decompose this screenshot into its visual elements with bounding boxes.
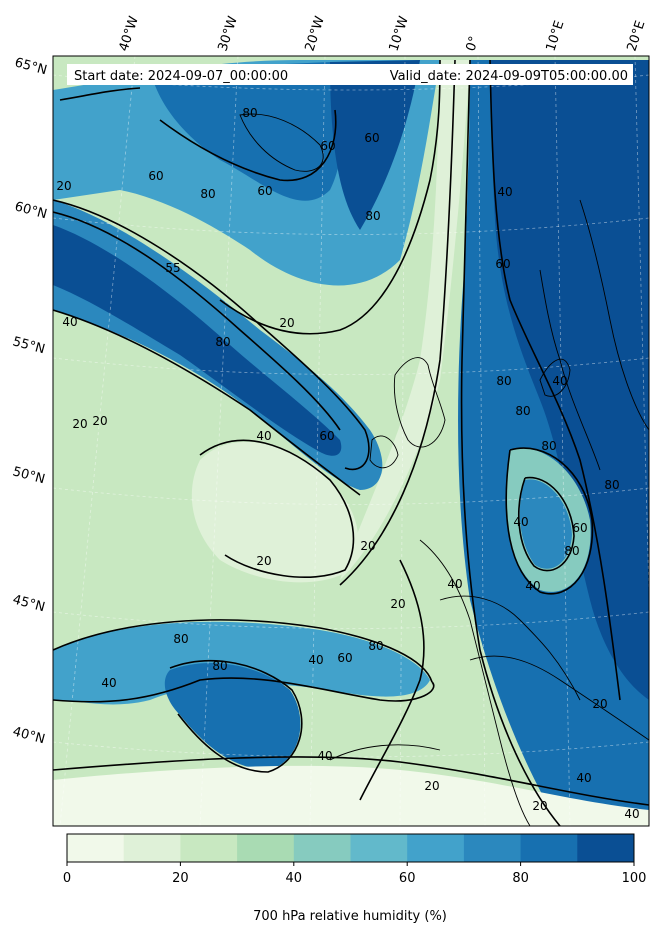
lat-label-50n: 50°N [11, 464, 47, 487]
contour-label: 20 [56, 179, 71, 193]
contour-label: 60 [495, 257, 510, 271]
contour-label: 80 [368, 639, 383, 653]
dry-region-channel [340, 60, 470, 580]
moist-core-east [519, 479, 572, 569]
colorbar-segment [180, 834, 238, 862]
contour-label: 40 [513, 515, 528, 529]
lat-label-60n: 60°N [13, 199, 49, 222]
contour-label: 20 [532, 799, 547, 813]
contour-label: 80 [215, 335, 230, 349]
colorbar [67, 834, 635, 862]
lon-label-20e: 20°E [625, 19, 649, 53]
lon-label-10w: 10°W [387, 14, 412, 53]
contour-label: 40 [308, 653, 323, 667]
contour-label: 80 [604, 478, 619, 492]
colorbar-ticks: 0 20 40 60 80 100 [63, 862, 647, 886]
contour-label: 60 [364, 131, 379, 145]
start-date-label: Start date: 2024-09-07_00:00:00 [74, 69, 288, 84]
contour-label: 40 [317, 749, 332, 763]
colorbar-tick-label: 40 [286, 871, 303, 886]
colorbar-segment [67, 834, 125, 862]
contour-labels: 20 60 80 60 60 80 60 40 80 60 20 55 40 20 80 60 20 40 20 80… [56, 106, 639, 821]
colorbar-label: 700 hPa relative humidity (%) [253, 909, 447, 924]
contour-label: 20 [360, 539, 375, 553]
very-moist-region-north-2 [330, 60, 420, 230]
colorbar-segment [123, 834, 181, 862]
colorbar-tick-label: 0 [63, 871, 71, 886]
contour-label: 80 [242, 106, 257, 120]
lon-label-40w: 40°W [117, 14, 142, 53]
contour-label: 40 [62, 315, 77, 329]
contour-label: 40 [552, 374, 567, 388]
latitude-labels: 65°N 60°N 55°N 50°N 45°N 40°N [11, 55, 49, 747]
moist-band-core [53, 225, 342, 456]
contour-label: 20 [592, 697, 607, 711]
colorbar-segment [520, 834, 578, 862]
colorbar-segment [293, 834, 351, 862]
contour-label: 40 [497, 185, 512, 199]
contour-label: 40 [447, 577, 462, 591]
very-moist-region-east [490, 60, 649, 700]
contour-label: 80 [515, 404, 530, 418]
contour-label: 60 [319, 429, 334, 443]
lat-label-40n: 40°N [11, 724, 47, 747]
contour-label: 20 [72, 417, 87, 431]
lat-label-65n: 65°N [13, 55, 49, 78]
contour-lines [53, 59, 649, 826]
map-frame [52, 55, 650, 827]
contour-label: 80 [200, 187, 215, 201]
lat-label-45n: 45°N [11, 592, 47, 615]
lon-label-20w: 20°W [303, 14, 328, 53]
moist-band-south [53, 621, 430, 705]
contour-label: 80 [496, 374, 511, 388]
contour-label: 60 [572, 521, 587, 535]
map-panel: 20 60 80 60 60 80 60 40 80 60 20 55 40 20 80 60 20 40 20 80… [53, 56, 649, 826]
contour-label: 80 [564, 544, 579, 558]
lon-label-10e: 10°E [544, 19, 568, 53]
contour-label: 55 [165, 261, 180, 275]
colorbar-tick-label: 20 [172, 871, 189, 886]
colorbar-tick-label: 100 [622, 871, 647, 886]
colorbar-tick-label: 80 [512, 871, 529, 886]
contour-label: 20 [92, 414, 107, 428]
contour-label: 20 [256, 554, 271, 568]
longitude-labels: 40°W 30°W 20°W 10°W 0° 10°E 20°E [117, 14, 649, 53]
lat-label-55n: 55°N [11, 334, 47, 357]
header-box [67, 64, 633, 85]
contour-label: 20 [279, 316, 294, 330]
contour-label: 80 [212, 659, 227, 673]
colorbar-segment [577, 834, 635, 862]
dry-region-south [53, 765, 649, 826]
contour-label: 80 [365, 209, 380, 223]
contour-label: 60 [337, 651, 352, 665]
contour-label: 40 [101, 676, 116, 690]
contour-label: 20 [390, 597, 405, 611]
very-moist-region-south [164, 662, 301, 770]
contour-label: 40 [525, 579, 540, 593]
contour-label: 40 [576, 771, 591, 785]
dry-region-central [191, 441, 359, 583]
colorbar-segment [463, 834, 522, 862]
valid-date-label: Valid_date: 2024-09-09T05:00:00.00 [390, 69, 628, 84]
contour-label: 80 [541, 439, 556, 453]
contour-label: 40 [256, 429, 271, 443]
very-moist-region-north [150, 62, 342, 201]
colorbar-segment [350, 834, 408, 862]
contour-label: 60 [257, 184, 272, 198]
colorbar-tick-label: 60 [399, 871, 416, 886]
colorbar-frame [66, 833, 635, 863]
humidity-field [53, 60, 649, 826]
colorbar-segment [237, 834, 295, 862]
coastlines [239, 113, 649, 826]
contour-label: 80 [173, 632, 188, 646]
contour-label: 40 [624, 807, 639, 821]
contour-label: 60 [148, 169, 163, 183]
contour-label: 20 [424, 779, 439, 793]
contour-label: 60 [320, 139, 335, 153]
lon-label-30w: 30°W [216, 14, 241, 53]
colorbar-segment [407, 834, 465, 862]
lon-label-0: 0° [464, 35, 483, 54]
graticule [53, 56, 649, 826]
